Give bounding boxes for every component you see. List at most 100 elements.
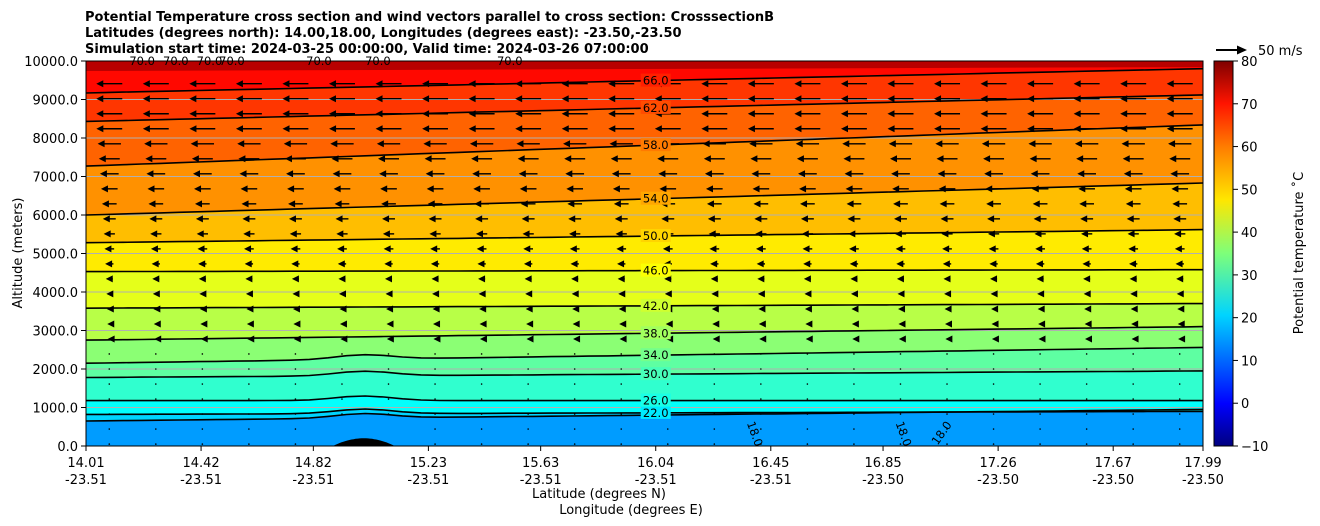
wind-vector-head [898,305,906,313]
wind-vector-head [849,260,857,268]
x-tick-label-lat: 15.23 [410,456,447,471]
wind-vector-head [519,185,527,193]
wind-vector-head [1036,275,1044,283]
wind-vector-head [525,305,533,313]
wind-vector [1039,413,1041,415]
wind-vector [806,383,809,385]
wind-vector-head [710,260,718,268]
wind-vector-head [1175,260,1183,268]
wind-vector [1085,368,1088,370]
wind-vector-head [239,170,247,178]
x-tick-label-lon: -23.50 [1182,473,1224,488]
wind-vector-head [613,200,621,208]
wind-vector-head [338,275,346,283]
wind-vector [341,368,343,370]
wind-vector [666,383,669,385]
wind-vector-head [939,200,947,208]
wind-vector [806,428,809,430]
wind-vector-head [712,335,720,343]
contour-label-bg-54.0 [640,191,671,205]
wind-vector [620,413,623,415]
wind-vector [480,443,483,445]
wind-vector-head [759,335,767,343]
wind-vector [1132,443,1134,445]
wind-vector-head [189,80,197,88]
x-tick-label-lat: 17.67 [1095,456,1132,471]
wind-vector [248,428,250,430]
wind-vector [713,353,716,355]
x-tick-label-lat: 17.26 [980,456,1017,471]
wind-vector-head [609,140,617,148]
wind-vector-head [845,185,853,193]
wind-vector-head [478,290,486,298]
wind-vector [248,443,250,445]
wind-vector-head [142,80,150,88]
wind-vector [573,413,576,415]
wind-vector-head [1166,110,1174,118]
contour-label-70-4: 70.0 [306,54,332,68]
wind-vector-head [477,260,485,268]
wind-vector-head [475,215,483,223]
wind-vector-head [195,215,203,223]
wind-vector-head [943,275,951,283]
contour-label-bg-50.0 [640,229,671,243]
wind-vector-head [665,320,673,328]
wind-vector-head [984,170,992,178]
wind-vector [620,428,623,430]
wind-vector-head [473,185,481,193]
x-axis-label: Latitude (degrees N) [532,487,666,502]
wind-vector-head [1073,110,1081,118]
wind-vector-head [841,125,849,133]
wind-vector [1132,368,1134,370]
wind-vector [248,398,250,400]
wind-vector-head [1120,110,1128,118]
wind-vector [434,368,436,370]
wind-vector [108,413,111,415]
wind-vector [1132,398,1134,400]
wind-vector-head [242,215,250,223]
wind-reference-arrow-head [1237,45,1247,55]
wind-vector-head [433,320,441,328]
chart-title-line-3: Simulation start time: 2024-03-25 00:00:… [85,42,649,57]
wind-vector-head [142,95,150,103]
wind-vector-head [804,290,812,298]
wind-vector-head [898,320,906,328]
wind-vector [713,398,716,400]
wind-vector-head [709,245,717,253]
wind-vector-head [942,260,950,268]
y-axis-ticks: 0.0 1000.0 2000.0 3000.0 4000.0 5000.0 6000.0 7… [24,55,86,455]
wind-vector-head [384,275,392,283]
contour-label-70-1: 70.0 [163,54,189,68]
x-tick-label-lon: -23.51 [520,473,562,488]
wind-vector-head [571,275,579,283]
wind-vector [108,383,111,385]
wind-vector-head [142,110,150,118]
wind-vector-head [711,290,719,298]
wind-vector-head [1073,80,1081,88]
contour-label-34.0: 34.0 [643,348,669,362]
wind-vector-head [664,290,672,298]
wind-vector [760,398,762,400]
wind-vector [573,353,576,355]
wind-vector [155,428,157,430]
wind-vector-head [1174,245,1182,253]
wind-vector-head [288,215,296,223]
wind-vector-head [941,230,949,238]
wind-vector-head [657,155,665,163]
wind-vector-head [429,230,437,238]
wind-vector-head [375,80,383,88]
wind-vector-head [523,245,531,253]
wind-vector-head [896,275,904,283]
wind-vector [1039,398,1041,400]
colorbar-tick-label: 50 [1241,183,1258,198]
wind-vector [853,398,855,400]
wind-vector [666,443,669,445]
wind-vector-head [618,290,626,298]
wind-vector-head [198,275,206,283]
wind-vector-head [702,140,710,148]
wind-vector-head [105,260,113,268]
wind-vector-head [1028,140,1036,148]
wind-vector-head [1081,230,1089,238]
wind-vector [760,413,762,415]
wind-vector [387,353,390,355]
